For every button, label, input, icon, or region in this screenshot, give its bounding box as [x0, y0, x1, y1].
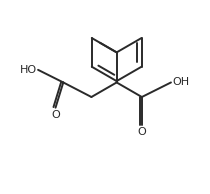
Text: O: O — [51, 110, 60, 120]
Text: O: O — [138, 127, 146, 137]
Text: OH: OH — [172, 77, 189, 87]
Text: HO: HO — [20, 65, 37, 75]
